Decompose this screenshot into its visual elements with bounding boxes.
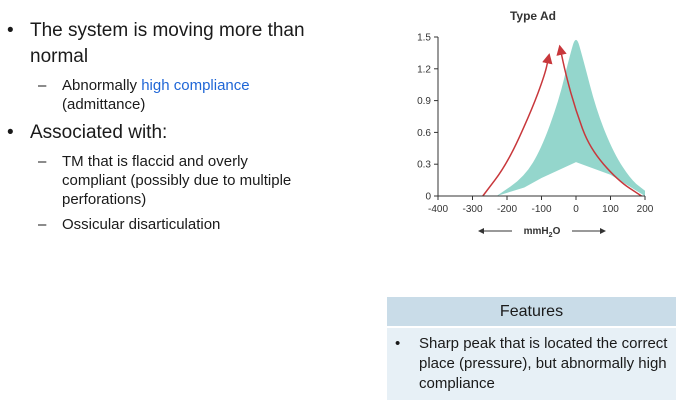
dash-glyph: – [38,77,47,94]
bullet-glyph: • [7,122,14,143]
sub-bullet-suffix: (admittance) [62,96,146,113]
highlight-text: high compliance [141,77,250,94]
x-axis-ticks: -400 -300 -200 -100 0 100 200 [428,196,654,215]
dash-glyph: – [38,153,47,170]
x-label-prefix: mmH [524,226,549,237]
y-tick-label: 1.2 [417,64,431,75]
x-tick-label: 0 [573,204,579,215]
y-tick-label: 0.6 [417,128,431,139]
dash-glyph: – [38,216,47,233]
x-axis-label: mmH2O [524,226,561,239]
arrow-pressure-decrease [556,44,642,197]
features-item: Sharp peak that is located the correct p… [419,335,668,392]
x-label-arrowhead-right [600,228,606,234]
arrow-pressure-increase [482,53,553,197]
y-axis-ticks: 0 0.3 0.6 0.9 1.2 1.5 [417,33,438,203]
y-tick-label: 0.9 [417,96,431,107]
slide-bullets: • The system is moving more than normal … [0,18,310,240]
y-tick-label: 0.3 [417,160,431,171]
x-label-suffix: O [553,226,561,237]
features-box: Features • Sharp peak that is located th… [387,297,676,400]
features-header: Features [387,297,676,326]
x-tick-label: 200 [637,204,654,215]
sub-bullet-text: Ossicular disarticulation [62,216,221,233]
x-tick-label: -400 [428,204,448,215]
x-tick-label: 100 [602,204,619,215]
compliance-area [496,39,645,197]
tympanogram-chart: Type Ad 0 0.3 0.6 0.9 1.2 1.5 -400 -300 -200 -10… [417,9,654,239]
sub-bullet-text: TM that is flaccid and overly compliant … [62,153,292,208]
sub-bullet-prefix: Abnormally [62,77,142,94]
x-tick-label: -200 [497,204,517,215]
bullet-moving-more: • The system is moving more than normal [0,18,310,70]
bullet-associated-with: • Associated with: [0,120,310,146]
sub-bullet-tm-flaccid: – TM that is flaccid and overly complian… [0,152,310,209]
y-tick-label: 1.5 [417,33,431,44]
chart-title: Type Ad [510,9,556,23]
x-label-subscript: 2 [549,232,553,239]
x-tick-label: -300 [462,204,482,215]
y-tick-label: 0 [425,192,431,203]
sub-bullet-high-compliance: – Abnormally high compliance (admittance… [0,76,310,114]
features-body: • Sharp peak that is located the correct… [387,328,676,400]
bullet-text: The system is moving more than normal [30,20,305,67]
bullet-glyph: • [7,20,14,41]
bullet-text: Associated with: [30,122,168,143]
x-label-arrowhead-left [478,228,484,234]
sub-bullet-ossicular: – Ossicular disarticulation [0,215,310,234]
bullet-glyph: • [395,335,401,352]
x-tick-label: -100 [531,204,551,215]
